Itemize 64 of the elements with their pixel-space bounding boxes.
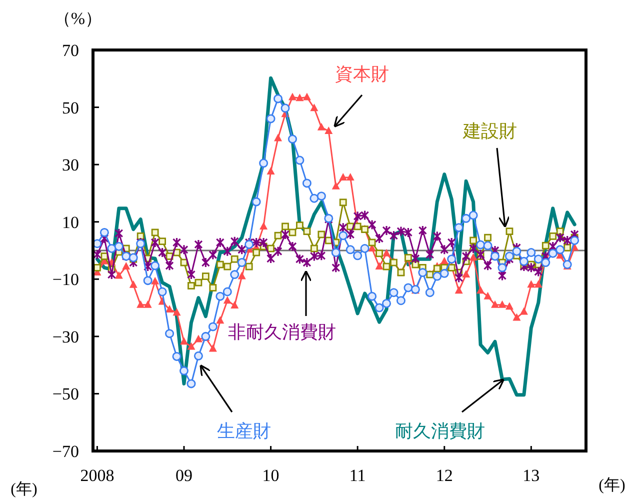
- point: [274, 134, 282, 142]
- point: [144, 300, 152, 308]
- text: 耐久消費財: [395, 421, 485, 441]
- point: [339, 172, 348, 180]
- point: [469, 253, 478, 261]
- point: [310, 104, 318, 112]
- point: [534, 280, 542, 288]
- y-tick-label: 30: [62, 156, 79, 175]
- point: [166, 305, 174, 313]
- point: [324, 126, 333, 134]
- y-axis-title: （%）: [54, 9, 102, 28]
- point: [346, 172, 354, 180]
- x-tick-label: 2008: [80, 466, 114, 485]
- point: [512, 313, 521, 321]
- point: [260, 222, 268, 230]
- point: [484, 292, 492, 300]
- x-tick-label: 09: [175, 466, 192, 485]
- point: [317, 122, 326, 130]
- y-tick-label: 70: [62, 41, 79, 60]
- point: [296, 94, 304, 102]
- y-tick-label: −70: [52, 442, 79, 461]
- y-tick-label: 50: [62, 98, 79, 118]
- y-tick-label: −50: [52, 384, 79, 404]
- x-tick-label: 11: [349, 466, 366, 485]
- point: [266, 166, 275, 174]
- series-label: 資本財: [335, 64, 389, 84]
- point: [375, 262, 384, 270]
- point: [491, 300, 500, 308]
- point: [223, 296, 232, 304]
- point: [498, 300, 506, 308]
- text: 建設財: [462, 121, 517, 141]
- point: [230, 300, 239, 308]
- point: [302, 92, 311, 100]
- point: [180, 337, 188, 345]
- point: [238, 272, 246, 280]
- point: [122, 262, 130, 270]
- point: [151, 276, 160, 284]
- point: [208, 344, 217, 352]
- text: 生産財: [217, 421, 271, 441]
- x-axis-title: (年): [598, 477, 626, 494]
- y-tick-label: 10: [62, 212, 79, 232]
- x-tick-label: 13: [522, 466, 540, 485]
- x-tick-label: 10: [262, 466, 280, 485]
- point: [216, 316, 224, 324]
- point: [172, 308, 181, 316]
- point: [187, 342, 196, 350]
- point: [194, 334, 202, 342]
- text: (年): [10, 481, 38, 498]
- point: [454, 286, 463, 294]
- point: [288, 92, 296, 100]
- point: [462, 270, 470, 278]
- y-tick-label: −10: [52, 270, 79, 290]
- point: [527, 280, 536, 288]
- point: [129, 280, 138, 288]
- x-tick-label: 12: [436, 466, 453, 485]
- point: [114, 271, 123, 279]
- point: [136, 300, 145, 308]
- y-tick-label: −30: [52, 327, 79, 346]
- point: [332, 182, 340, 190]
- text: 非耐久消費財: [228, 322, 336, 342]
- point: [382, 248, 391, 256]
- point: [520, 307, 528, 315]
- point: [476, 286, 485, 294]
- point: [505, 302, 514, 310]
